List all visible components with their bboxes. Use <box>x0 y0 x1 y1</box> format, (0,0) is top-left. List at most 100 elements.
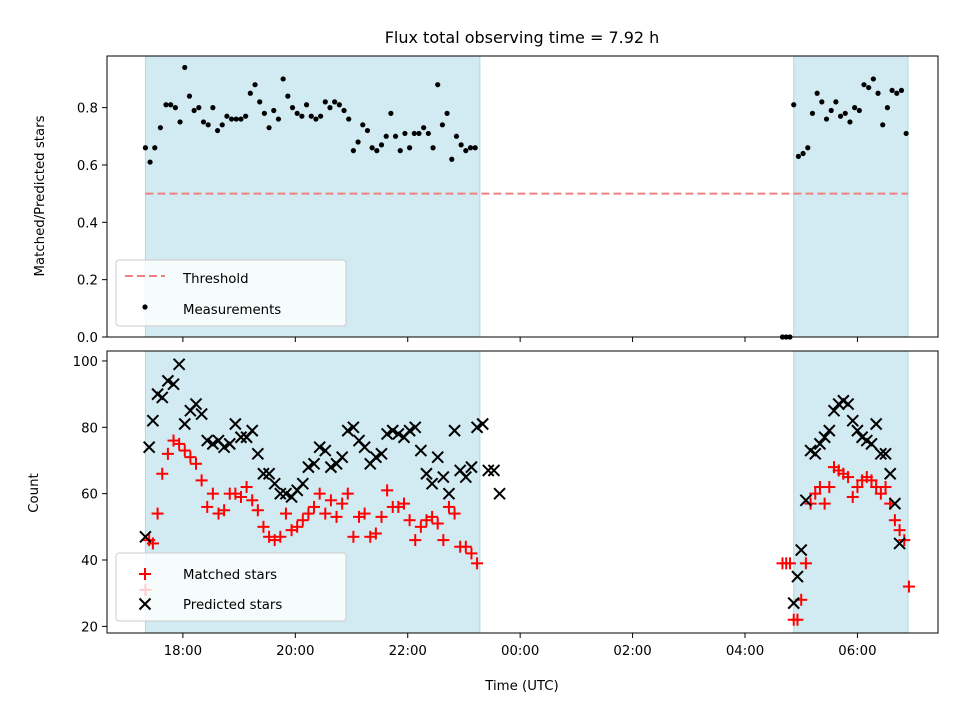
predicted-star-point <box>324 460 338 474</box>
predicted-star-point <box>296 477 310 490</box>
predicted-star-point <box>795 543 808 557</box>
predicted-star-point <box>893 537 906 550</box>
ratio-x-ticks <box>182 337 858 342</box>
y-tick-label: 20 <box>81 620 98 635</box>
count-y-axis-label: Count <box>27 473 42 513</box>
measurement-point <box>200 119 207 125</box>
predicted-star-point <box>791 570 804 583</box>
predicted-star-point <box>459 470 473 484</box>
predicted-star-point <box>369 450 383 464</box>
measurement-point <box>163 102 169 108</box>
predicted-star-point <box>380 427 394 441</box>
predicted-star-point <box>888 497 902 510</box>
legend-measurements-label: Measurements <box>183 303 281 318</box>
legend-threshold-label: Threshold <box>182 272 249 287</box>
measurement-point <box>205 122 211 128</box>
predicted-star-point <box>809 447 822 461</box>
measurement-point <box>894 90 900 96</box>
observing-window-band <box>793 350 909 634</box>
measurement-point <box>191 107 197 114</box>
predicted-star-point <box>279 487 293 500</box>
count-legend-box <box>115 552 347 622</box>
measurement-point <box>833 99 839 105</box>
measurement-point <box>416 130 422 137</box>
matched-star-point <box>471 557 484 570</box>
predicted-star-point <box>884 467 897 480</box>
matched-star-point <box>846 490 859 503</box>
measurement-point <box>313 116 319 122</box>
measurement-point <box>472 145 478 151</box>
predicted-star-point <box>246 424 259 437</box>
measurement-point <box>388 110 394 116</box>
measurement-point <box>308 113 314 119</box>
predicted-star-point <box>201 434 214 447</box>
measurement-point <box>196 105 202 111</box>
predicted-star-point <box>787 596 800 610</box>
measurement-point <box>411 130 417 137</box>
matched-star-point <box>178 444 191 457</box>
matched-star-point <box>251 504 264 517</box>
matched-star-point <box>791 613 804 626</box>
matched-star-point <box>893 524 906 537</box>
y-tick-label: 0.6 <box>77 159 98 174</box>
measurement-point <box>435 82 441 88</box>
matched-star-point <box>902 580 915 593</box>
predicted-star-point <box>437 470 450 484</box>
measurement-point <box>303 102 310 108</box>
predicted-star-point <box>470 421 484 434</box>
matched-star-point <box>403 514 416 527</box>
predicted-star-point <box>223 437 236 451</box>
measurement-point <box>142 145 149 151</box>
matched-star-point <box>161 447 174 460</box>
matched-star-point <box>448 507 461 520</box>
measurement-point <box>177 119 183 125</box>
measurement-point <box>294 110 300 116</box>
ratio-legend: Threshold Measurements <box>115 259 347 327</box>
predicted-star-point <box>420 467 433 480</box>
x-tick-label: 02:00 <box>613 644 651 659</box>
matched-star-point <box>319 507 332 520</box>
matched-star-point <box>330 510 343 523</box>
predicted-star-point <box>234 431 248 444</box>
matched-star-point <box>291 520 304 533</box>
matched-star-point <box>879 481 892 494</box>
measurement-point <box>364 127 371 134</box>
matched-star-point <box>818 497 831 510</box>
predicted-star-point <box>313 441 326 454</box>
measurement-point <box>866 84 872 91</box>
matched-star-point <box>874 487 887 500</box>
measurement-point <box>449 156 455 162</box>
predicted-star-point <box>465 460 478 474</box>
predicted-star-point <box>493 487 506 500</box>
matched-star-point <box>274 530 287 543</box>
predicted-star-point <box>341 424 354 437</box>
x-tick-label: 22:00 <box>389 644 427 659</box>
matched-star-point <box>888 514 901 527</box>
matched-star-point <box>240 481 253 494</box>
predicted-star-point <box>851 424 864 437</box>
x-tick-label: 04:00 <box>726 644 764 659</box>
matched-star-point <box>799 557 812 570</box>
measurement-point <box>392 133 399 139</box>
measurement-point <box>809 110 816 116</box>
matched-star-point <box>381 484 394 497</box>
measurement-point <box>186 93 193 99</box>
measurement-point <box>369 145 375 151</box>
predicted-star-point <box>217 441 231 454</box>
predicted-star-point <box>799 494 813 507</box>
measurement-point <box>322 99 328 105</box>
count-panel-frame <box>106 350 939 634</box>
measurement-point <box>318 113 324 119</box>
measurement-point <box>280 76 286 82</box>
measurement-point <box>257 99 263 105</box>
measurement-point <box>374 148 380 154</box>
measurement-point <box>157 125 164 131</box>
matched-star-point <box>257 520 270 533</box>
matched-star-point <box>397 497 410 510</box>
predicted-star-point <box>178 417 191 431</box>
measurement-point <box>299 113 305 119</box>
measurement-point <box>350 148 356 154</box>
matched-star-point <box>218 504 231 517</box>
measurement-point <box>243 113 249 119</box>
